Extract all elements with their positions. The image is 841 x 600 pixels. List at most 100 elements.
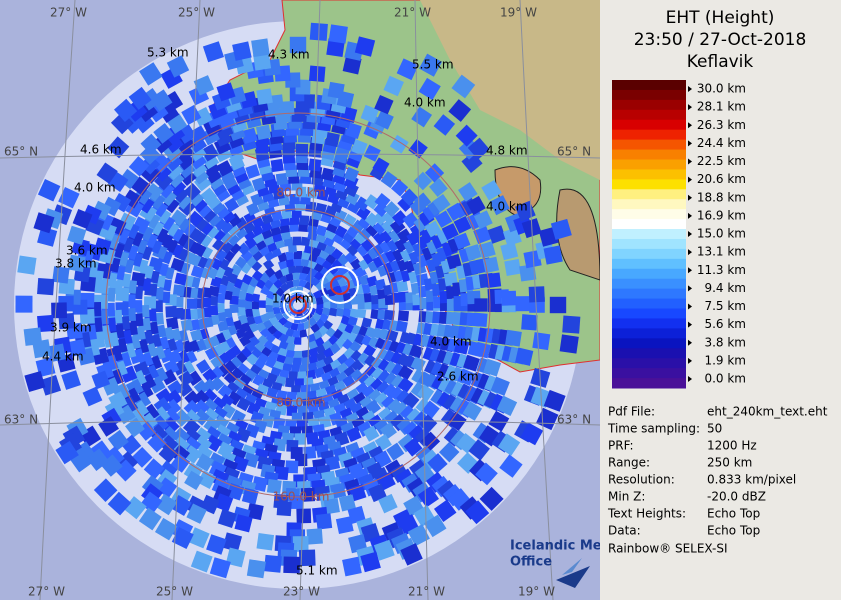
site-marks	[283, 266, 359, 320]
echo-cell	[299, 215, 310, 226]
echo-top-label: 4.0 km	[486, 200, 528, 214]
echo-cell	[384, 309, 395, 321]
echo-cell	[285, 272, 295, 282]
echo-cell	[15, 295, 33, 313]
echo-cell	[364, 300, 374, 310]
echo-top-label: 4.0 km	[74, 181, 116, 195]
echo-cell	[294, 351, 302, 359]
legend-label: 1.9 km	[704, 353, 746, 367]
echo-cell	[158, 443, 179, 464]
echo-cell	[468, 439, 490, 461]
echo-cell	[190, 329, 203, 342]
echo-cell	[321, 307, 331, 317]
legend-tick	[688, 267, 692, 274]
echo-cell	[342, 213, 357, 228]
legend-tick	[688, 357, 692, 364]
echo-cell	[463, 354, 480, 372]
echo-cell	[427, 453, 448, 474]
echo-cell	[72, 209, 93, 229]
echo-cell	[251, 270, 264, 282]
echo-cell	[209, 557, 231, 579]
echo-cell	[237, 242, 251, 256]
echo-cell	[364, 194, 380, 210]
echo-cell	[432, 193, 451, 213]
echo-cell	[515, 296, 531, 312]
echo-cell	[433, 499, 457, 522]
echo-cell	[465, 244, 482, 261]
echo-cell	[330, 301, 338, 309]
echo-cell	[357, 300, 367, 310]
echo-top-label: 4.0 km	[404, 96, 446, 110]
echo-cell	[481, 179, 502, 201]
echo-cell	[241, 273, 253, 286]
echo-cell	[323, 498, 340, 515]
echo-cell	[37, 277, 55, 296]
echo-cell	[421, 400, 440, 419]
echo-cell	[275, 172, 289, 186]
echo-cell	[243, 452, 260, 468]
echo-cell	[266, 479, 282, 494]
echo-cell	[272, 300, 280, 308]
echo-cell	[183, 399, 201, 417]
echo-cell	[402, 212, 419, 229]
echo-cell	[441, 223, 459, 241]
echo-cell	[344, 301, 352, 309]
echo-cell	[107, 491, 132, 516]
echo-cell	[273, 269, 285, 280]
echo-cell	[138, 507, 162, 531]
echo-cell	[193, 408, 210, 426]
echo-cell	[347, 316, 358, 327]
echo-cell	[58, 186, 80, 209]
radar-map: 27° W 25° W 21° W 19° W 27° W 25° W 23° …	[0, 0, 600, 600]
echo-cell	[300, 258, 310, 268]
echo-cell	[327, 81, 345, 99]
echo-cell	[349, 340, 362, 354]
info-key: Pdf File:	[608, 405, 655, 419]
legend-label: 15.0 km	[697, 227, 746, 241]
echo-cell	[279, 100, 295, 116]
legend-swatch	[612, 149, 686, 160]
legend-swatch	[612, 119, 686, 131]
echo-cell	[489, 195, 510, 216]
info-value: Echo Top	[707, 507, 760, 521]
echo-cell	[361, 317, 373, 329]
echo-cell	[295, 265, 304, 273]
echo-cell	[61, 370, 81, 390]
echo-cell	[217, 320, 229, 332]
echo-cell	[200, 187, 217, 205]
echo-cell	[407, 524, 430, 547]
echo-cell	[265, 297, 274, 306]
echo-cell	[335, 516, 354, 534]
echo-cell	[182, 418, 201, 437]
lon-label: 27° W	[50, 6, 87, 20]
legend-swatch	[612, 169, 686, 180]
legend: 30.0 km 28.1 km 26.3 km 24.4 km 22.5 km 20.6 …	[612, 80, 746, 389]
echo-cell	[91, 370, 111, 390]
legend-label: 30.0 km	[697, 82, 746, 96]
echo-cell	[140, 491, 163, 514]
legend-tick	[688, 86, 692, 92]
echo-cell	[338, 494, 356, 512]
echo-cell	[96, 162, 118, 184]
echo-cell	[363, 425, 380, 442]
echo-cell	[193, 75, 215, 96]
echo-cell	[297, 371, 307, 381]
echo-cell	[188, 527, 210, 549]
legend-tick	[688, 158, 692, 165]
side-panel: EHT (Height) 23:50 / 27-Oct-2018 Keflavi…	[600, 0, 841, 600]
echo-cell	[296, 508, 312, 524]
echo-cell	[467, 137, 490, 160]
echo-cell	[263, 258, 275, 271]
echo-cell	[374, 110, 394, 130]
echo-top-label: 4.6 km	[80, 143, 122, 157]
legend-label: 3.8 km	[704, 335, 746, 349]
echo-cell	[374, 193, 391, 209]
echo-cell	[314, 202, 327, 215]
echo-cell	[403, 437, 423, 457]
echo-cell	[153, 123, 174, 144]
info-value: 50	[707, 422, 722, 436]
echo-cell	[251, 301, 259, 310]
echo-cell	[521, 314, 538, 331]
echo-top-label: 3.6 km	[66, 244, 108, 258]
legend-label: 16.9 km	[697, 208, 746, 222]
